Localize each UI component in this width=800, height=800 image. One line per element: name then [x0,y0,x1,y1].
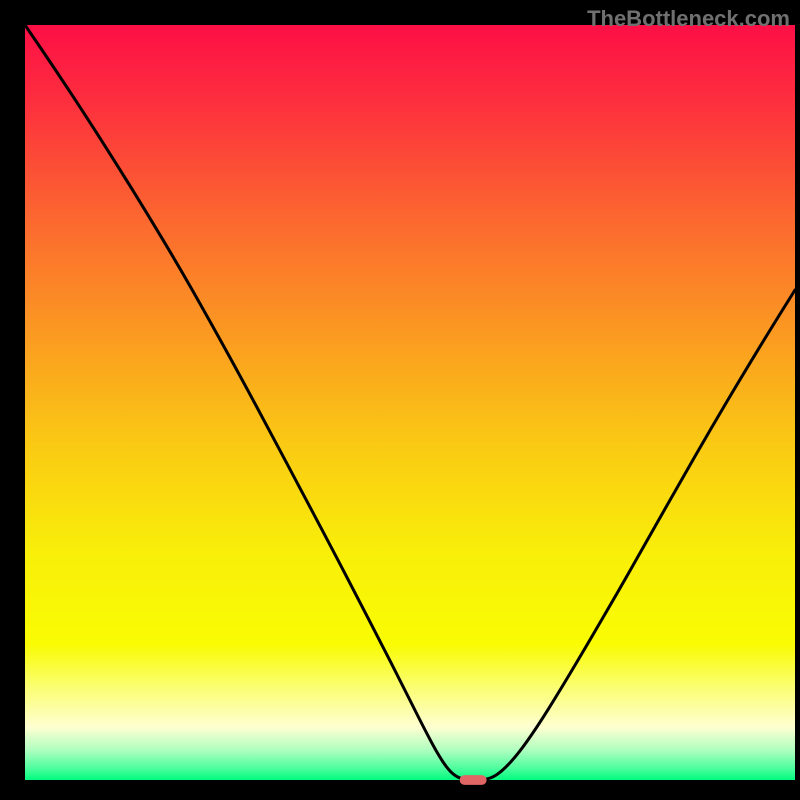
plot-background [25,25,795,780]
optimal-marker [460,775,487,785]
chart-svg [0,0,800,800]
watermark-text: TheBottleneck.com [587,6,790,32]
bottleneck-chart: TheBottleneck.com [0,0,800,800]
